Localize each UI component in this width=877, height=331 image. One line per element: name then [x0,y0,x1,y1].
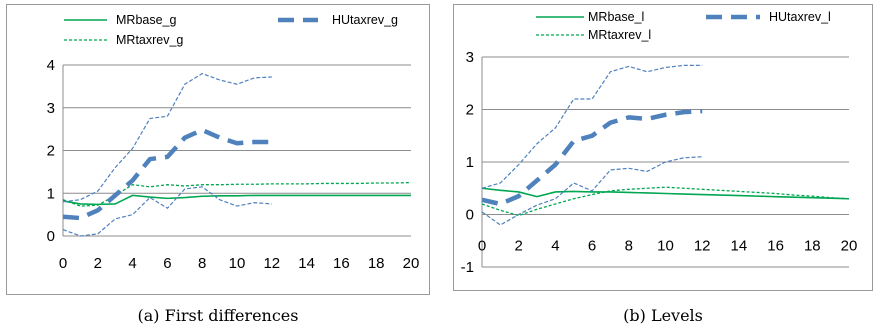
legend-label: HUtaxrev_g [332,13,398,27]
x-tick-label: 6 [163,255,171,272]
x-tick-label: 20 [841,238,858,255]
x-tick-label: 10 [657,238,674,255]
series-line-mrbase-g [62,194,411,206]
series-line-hutaxrev-g [62,127,272,221]
x-tick-label: 0 [59,255,67,272]
x-tick-label: 10 [229,255,246,272]
caption-b: (b) Levels [623,306,703,325]
confidence-band-line [62,72,272,203]
y-tick-label: 2 [47,143,55,160]
x-tick-label: 8 [625,238,633,255]
confidence-band-line [481,156,703,226]
x-tick-label: 8 [198,255,206,272]
series-line-mrtaxrev-l [481,186,850,217]
legend-label: MRtaxrev_l [588,28,651,42]
x-tick-label: 20 [403,255,420,272]
x-tick-label: 18 [368,255,385,272]
confidence-band-line [62,186,272,237]
y-tick-label: 1 [466,154,474,171]
legend-label: MRbase_g [116,13,176,27]
series-line-mrtaxrev-g [62,181,412,207]
legend-label: MRtaxrev_g [116,33,183,47]
y-tick-label: 0 [47,228,55,245]
legend-label: MRbase_l [588,10,644,24]
x-tick-label: 6 [588,238,596,255]
x-tick-label: 4 [128,255,136,272]
x-tick-label: 12 [694,238,711,255]
y-tick-label: 3 [466,49,474,66]
x-tick-label: 0 [478,238,486,255]
x-tick-label: 18 [804,238,821,255]
confidence-band-line [481,64,703,189]
y-tick-label: 3 [47,100,55,117]
y-tick-label: 4 [47,57,55,74]
legend-label: HUtaxrev_l [769,10,831,24]
x-tick-label: 12 [263,255,280,272]
y-tick-label: 0 [466,207,474,224]
chart-frame-b [453,4,873,291]
x-tick-label: 14 [731,238,748,255]
x-tick-label: 2 [94,255,102,272]
caption-a: (a) First differences [137,306,299,325]
x-tick-label: 16 [333,255,350,272]
y-tick-label: 1 [47,185,55,202]
series-line-hutaxrev-l [481,108,703,207]
y-tick-label: -1 [461,259,474,276]
y-tick-label: 2 [466,102,474,119]
chart-frame-a [6,4,430,295]
x-tick-label: 16 [767,238,784,255]
series-line-mrbase-l [481,187,850,200]
x-tick-label: 14 [298,255,315,272]
x-tick-label: 2 [515,238,523,255]
x-tick-label: 4 [551,238,559,255]
